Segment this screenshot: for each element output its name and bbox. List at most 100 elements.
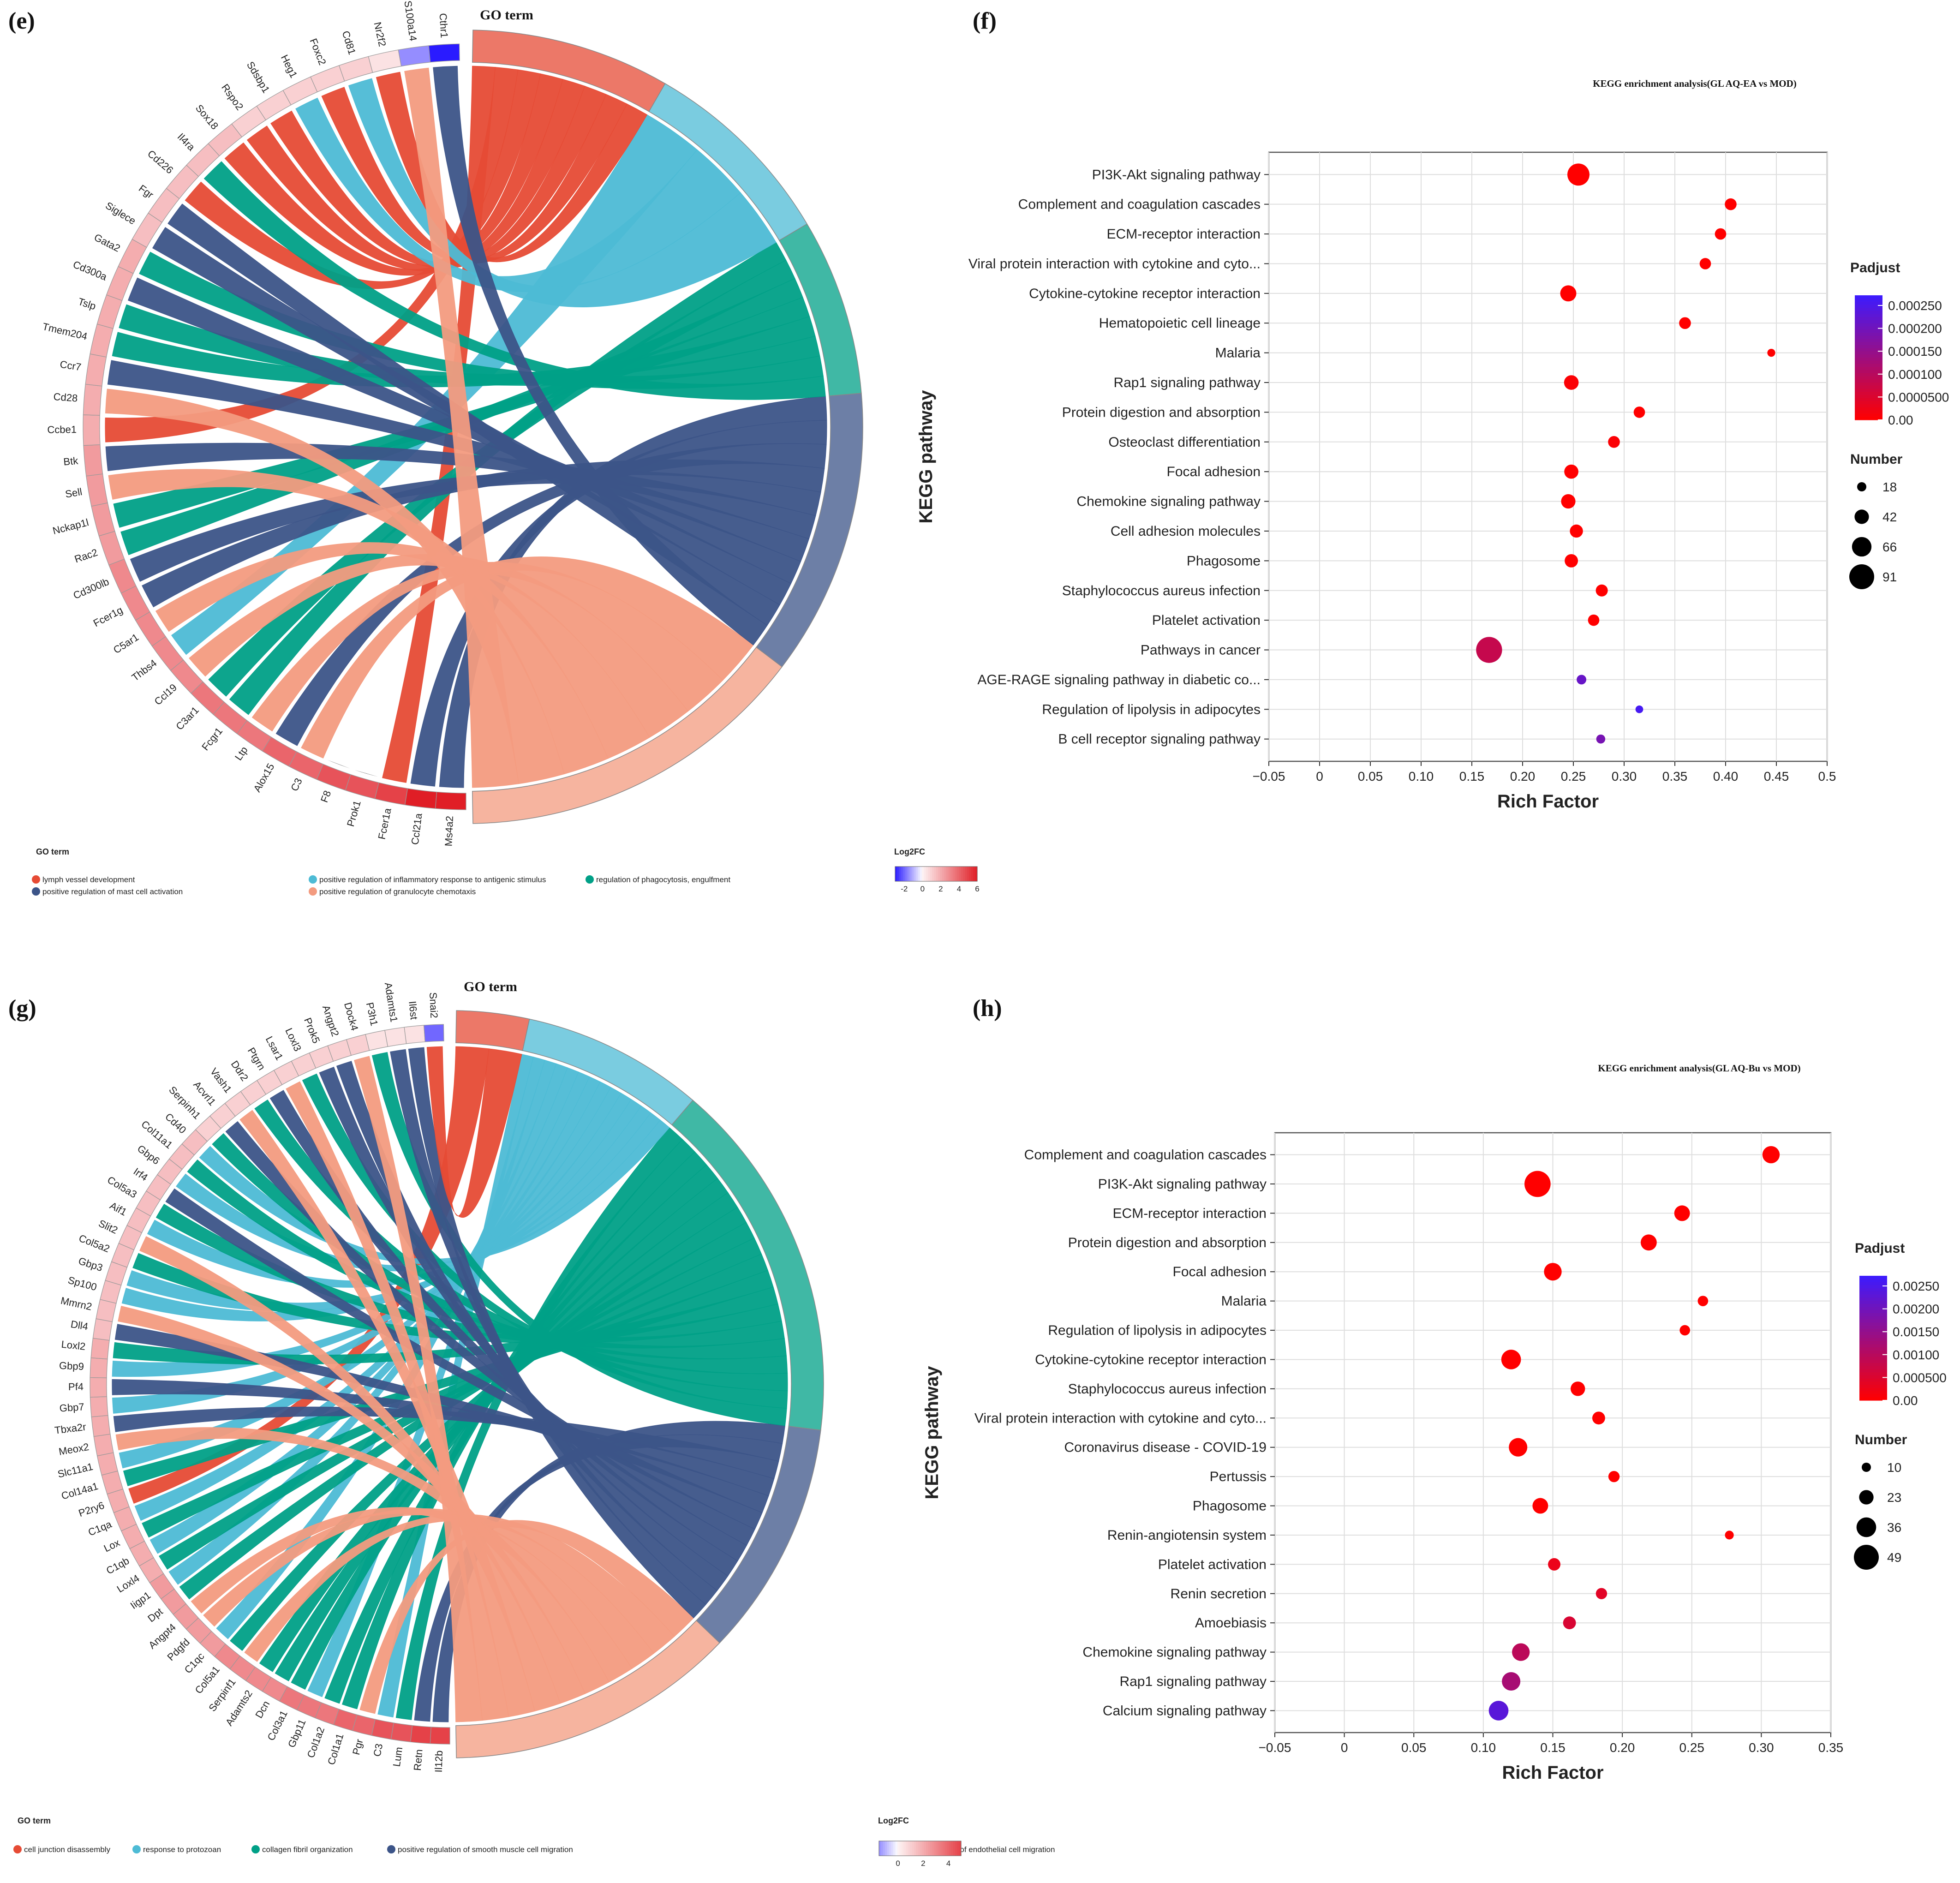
log2fc-gradient-cell	[965, 867, 968, 881]
gene-label: Cd81	[340, 30, 358, 56]
dot	[1608, 1471, 1620, 1482]
gene-label: Rspo2	[219, 82, 245, 112]
go-legend-title: GO term	[36, 847, 69, 856]
pathway-label: PI3K-Akt signaling pathway	[1092, 167, 1261, 182]
padjust-gradient-cell	[1855, 370, 1882, 374]
x-tick-label: 0.35	[1662, 769, 1688, 783]
log2fc-gradient-cell	[899, 867, 902, 881]
x-axis-title: Rich Factor	[1497, 791, 1599, 812]
log2fc-tick: 2	[938, 885, 943, 893]
gene-label: C3	[371, 1743, 385, 1757]
padjust-gradient-cell	[1859, 1316, 1887, 1320]
gene-label: Irf4	[131, 1166, 150, 1184]
padjust-gradient-cell	[1855, 335, 1882, 340]
log2fc-gradient-cell	[907, 867, 910, 881]
ribbon-Cthr1	[433, 66, 768, 646]
dot	[1595, 584, 1608, 597]
padjust-gradient-cell	[1859, 1301, 1887, 1304]
dot	[1509, 1438, 1528, 1457]
legend-label-4: positive regulation of mast cell activat…	[42, 887, 183, 896]
gene-label: Tbxa2r	[54, 1421, 87, 1436]
padjust-tick-label: 0.000150	[1888, 344, 1942, 359]
log2fc-gradient-cell	[920, 867, 922, 881]
dot	[1571, 1381, 1585, 1396]
dot	[1725, 198, 1737, 210]
gene-label: Lsar1	[263, 1034, 286, 1062]
gene-label: Il6st	[406, 1000, 420, 1020]
pathway-label: Platelet activation	[1158, 1557, 1267, 1572]
chord-ribbons	[112, 1046, 788, 1722]
log2fc-gradient-cell	[955, 867, 957, 881]
gene-label: F8	[318, 789, 333, 804]
padjust-gradient-cell	[1855, 323, 1882, 327]
log2fc-gradient-cell	[936, 867, 939, 881]
number-legend-dot	[1849, 564, 1874, 589]
log2fc-tick: -2	[901, 885, 908, 893]
padjust-gradient-cell	[1859, 1319, 1887, 1323]
gene-label: Col1a2	[305, 1725, 327, 1759]
gene-label: Gbp9	[59, 1360, 84, 1372]
gene-label: Adamts1	[382, 981, 400, 1023]
ribbon-S100a14	[404, 67, 519, 788]
gene-label: Ccl19	[152, 681, 179, 707]
padjust-gradient-cell	[1859, 1378, 1887, 1382]
log2fc-gradient-cell	[895, 1841, 898, 1856]
log2fc-gradient-cell	[950, 867, 953, 881]
gene-arc-Adamts1	[384, 1027, 407, 1047]
dot	[1635, 705, 1643, 713]
padjust-tick-label: 0.000250	[1888, 299, 1942, 313]
dot	[1699, 258, 1711, 269]
log2fc-gradient-cell	[897, 1841, 900, 1856]
log2fc-gradient-cell	[909, 867, 912, 881]
ribbon-Dll4	[114, 1324, 769, 1513]
pathway-label: Platelet activation	[1152, 613, 1261, 628]
gene-label: C1qc	[182, 1650, 207, 1676]
pathway-label: Phagosome	[1187, 553, 1261, 568]
ribbon-Col5a2	[132, 1253, 782, 1344]
dot	[1512, 1643, 1530, 1661]
pathway-label: Protein digestion and absorption	[1068, 1235, 1267, 1250]
gene-arc-P3h1	[365, 1030, 388, 1051]
log2fc-gradient-cell	[905, 867, 908, 881]
padjust-gradient-cell	[1855, 298, 1882, 302]
gene-label: Ccbe1	[47, 424, 77, 436]
padjust-gradient-cell	[1855, 360, 1882, 365]
kegg-dotplot-f: −0.05 0 0.05 0.10 0.15 0.20 0.25 0.30 0.35 0.40 0.…	[916, 151, 1949, 812]
x-tick-label: 0.30	[1749, 1740, 1774, 1755]
log2fc-gradient-frame	[878, 1841, 962, 1856]
log2fc-gradient-cell	[942, 1841, 945, 1856]
gene-label: Retn	[412, 1749, 425, 1771]
log2fc-gradient-cell	[916, 1841, 919, 1856]
gene-arc-Ccbe1	[83, 414, 101, 446]
padjust-gradient-cell	[1855, 395, 1882, 399]
log2fc-gradient-cell	[891, 1841, 894, 1856]
gene-arc-Ms4a2	[435, 791, 466, 810]
log2fc-legend-g: Log2FC 0 2 4	[878, 1816, 962, 1868]
gene-arc-Cd300lb	[108, 558, 137, 594]
gene-label: Tslp	[77, 296, 97, 312]
padjust-gradient-cell	[1859, 1294, 1887, 1298]
log2fc-tick: 4	[946, 1859, 950, 1868]
gene-arc-Retn	[410, 1725, 431, 1744]
log2fc-gradient-cell	[881, 1841, 884, 1856]
ribbon-Serpinf1	[244, 1514, 675, 1662]
dot	[1570, 524, 1583, 538]
padjust-gradient-cell	[1859, 1353, 1887, 1357]
padjust-gradient-cell	[1855, 345, 1882, 349]
term-arc-5	[472, 646, 783, 824]
x-tick-label: 0.25	[1561, 769, 1586, 783]
padjust-gradient-cell	[1855, 348, 1882, 352]
ribbon-Vash1	[239, 1110, 535, 1717]
padjust-tick-label: 0.000200	[1888, 322, 1942, 336]
chord-ring-separator	[108, 1042, 792, 1726]
x-axis-title: Rich Factor	[1502, 1763, 1603, 1783]
ribbon-Il4ra	[203, 161, 826, 400]
ribbon-Angpt2	[336, 1061, 729, 1591]
gene-label: Siglece	[103, 199, 138, 227]
gene-label: Acvrl1	[191, 1079, 218, 1108]
log2fc-gradient-cell	[955, 1841, 957, 1856]
padjust-legend-title: Padjust	[1855, 1241, 1905, 1256]
ribbon-Ltp	[251, 562, 723, 732]
padjust-gradient-cell	[1855, 379, 1882, 383]
pathway-label: Staphylococcus aureus infection	[1068, 1381, 1267, 1397]
